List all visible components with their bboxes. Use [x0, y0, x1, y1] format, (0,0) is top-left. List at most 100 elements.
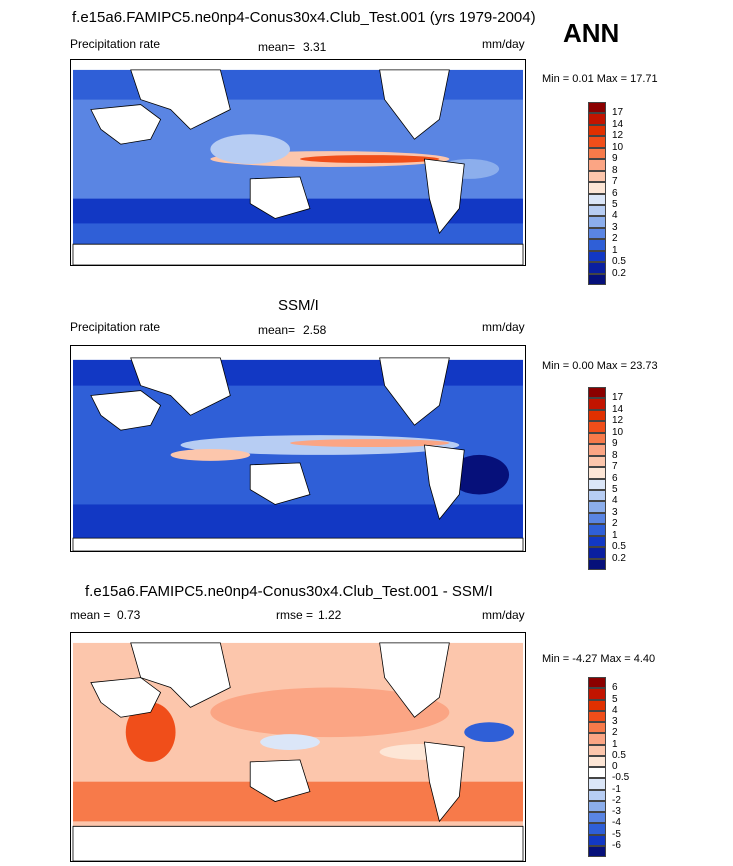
colorbar-tick-label: 10	[612, 426, 624, 438]
colorbar-tick-label: 3	[612, 716, 618, 727]
colorbar-swatch	[588, 699, 606, 711]
colorbar-swatch	[588, 409, 606, 422]
colorbar-tick-label: 9	[612, 438, 618, 450]
panel-2-title: SSM/I	[278, 297, 319, 314]
panel-2-map	[70, 345, 526, 552]
colorbar-tick-label: 0.2	[612, 552, 626, 564]
colorbar-tick-label: 7	[612, 461, 618, 473]
colorbar-tick-label: 2	[612, 233, 618, 245]
panel-3-mean-label: mean =	[70, 608, 111, 622]
colorbar-tick-label: -0.5	[612, 772, 630, 784]
panel-3-max-value: 4.40	[633, 653, 656, 665]
panel-2-mean-value: 2.58	[303, 323, 327, 337]
colorbar-swatch	[588, 124, 606, 137]
colorbar-swatch	[588, 789, 606, 801]
colorbar-swatch	[588, 273, 606, 285]
colorbar-tick-label: 17	[612, 392, 624, 404]
colorbar-swatch	[588, 250, 606, 263]
colorbar-tick-label: 0.2	[612, 267, 626, 279]
panel-1-min-value: 0.01	[572, 73, 594, 85]
colorbar-tick-label: 8	[612, 449, 618, 461]
colorbar-swatch	[588, 159, 606, 171]
colorbar-tick-label: 4	[612, 495, 618, 507]
colorbar-swatch	[588, 501, 606, 513]
colorbar-swatch	[588, 193, 606, 205]
colorbar-tick-label: 7	[612, 176, 618, 188]
panel-3-minmax: Min = -4.27 Max = 4.40	[542, 654, 655, 665]
colorbar-swatch	[588, 102, 606, 114]
colorbar-swatch	[588, 432, 606, 445]
colorbar-swatch	[588, 767, 606, 779]
panel-2-colorbar: 17 14 12 10 9 8 7 6 5 4 3 2 1 0.5 0.2	[588, 387, 626, 570]
colorbar-tick-label: -2	[612, 794, 621, 806]
colorbar-tick-label: 6	[612, 187, 618, 199]
colorbar-swatch	[588, 778, 606, 790]
panel-3-min-label: Min =	[542, 653, 570, 665]
colorbar-tick-label: -6	[612, 839, 621, 851]
colorbar-swatch	[588, 467, 606, 479]
colorbar-tick-label: -5	[612, 828, 621, 840]
colorbar-tick-label: 3	[612, 221, 618, 233]
panel-1-mean-label: mean=	[258, 40, 296, 54]
panel-2-units: mm/day	[482, 320, 525, 334]
colorbar-swatch	[588, 444, 606, 456]
colorbar-tick-label: 3	[612, 506, 618, 518]
panel-2-variable-label: Precipitation rate	[70, 320, 161, 334]
colorbar-swatch	[588, 227, 606, 240]
panel-1-map	[70, 59, 526, 266]
colorbar-tick-label: 12	[612, 130, 624, 142]
colorbar-tick-label: 14	[612, 118, 624, 130]
panel-1-colorbar: 17 14 12 10 9 8 7 6 5 4 3 2 1 0.5 0.2	[588, 102, 626, 285]
colorbar-swatch	[588, 535, 606, 548]
colorbar-tick-label: 5	[612, 693, 618, 705]
colorbar-tick-label: 2	[612, 727, 618, 739]
colorbar-swatch	[588, 845, 606, 857]
colorbar-swatch	[588, 677, 606, 689]
colorbar-tick-label: 10	[612, 141, 624, 153]
panel-1-min-label: Min =	[542, 73, 570, 85]
colorbar-swatch	[588, 733, 606, 745]
colorbar-tick-label: -4	[612, 817, 621, 829]
colorbar-swatch	[588, 800, 606, 812]
panel-2-max-value: 23.73	[630, 360, 658, 372]
colorbar-swatch	[588, 398, 606, 410]
panel-3-mean-value: 0.73	[117, 608, 141, 622]
colorbar-tick-label: 5	[612, 483, 618, 495]
colorbar-tick-label: -3	[612, 806, 621, 817]
panel-2-min-label: Min =	[542, 360, 570, 372]
colorbar-tick-label: 4	[612, 704, 618, 716]
colorbar-swatch	[588, 834, 606, 846]
season-label: ANN	[563, 18, 620, 48]
colorbar-tick-label: 8	[612, 164, 618, 176]
colorbar-swatch	[588, 812, 606, 824]
panel-2-mean-label: mean=	[258, 323, 296, 337]
colorbar-tick-label: 14	[612, 403, 624, 415]
colorbar-tick-label: 9	[612, 153, 618, 165]
colorbar-swatch	[588, 823, 606, 835]
colorbar-tick-label: 5	[612, 198, 618, 210]
colorbar-swatch	[588, 524, 606, 536]
panel-3-units: mm/day	[482, 608, 525, 622]
panel-3-rmse-value: 1.22	[318, 608, 342, 622]
colorbar-swatch	[588, 182, 606, 194]
colorbar-swatch	[588, 710, 606, 722]
colorbar-tick-label: 1	[612, 244, 618, 256]
colorbar-swatch	[588, 688, 606, 700]
panel-3-max-label: Max =	[600, 653, 631, 665]
panel-3-map	[70, 632, 526, 862]
panel-3-title: f.e15a6.FAMIPC5.ne0np4-Conus30x4.Club_Te…	[85, 583, 493, 600]
colorbar-swatch	[588, 558, 606, 570]
panel-1-max-value: 17.71	[630, 73, 658, 85]
colorbar-tick-label: 6	[612, 472, 618, 484]
colorbar-swatch	[588, 478, 606, 490]
panel-1-title: f.e15a6.FAMIPC5.ne0np4-Conus30x4.Club_Te…	[72, 9, 536, 26]
colorbar-tick-label: 0.5	[612, 749, 626, 761]
colorbar-tick-label: 17	[612, 107, 624, 119]
colorbar-swatch	[588, 147, 606, 160]
colorbar-swatch	[588, 755, 606, 767]
colorbar-swatch	[588, 204, 606, 217]
panel-1-mean-value: 3.31	[303, 40, 327, 54]
colorbar-swatch	[588, 512, 606, 525]
colorbar-tick-label: 1	[612, 738, 618, 750]
colorbar-swatch	[588, 239, 606, 251]
